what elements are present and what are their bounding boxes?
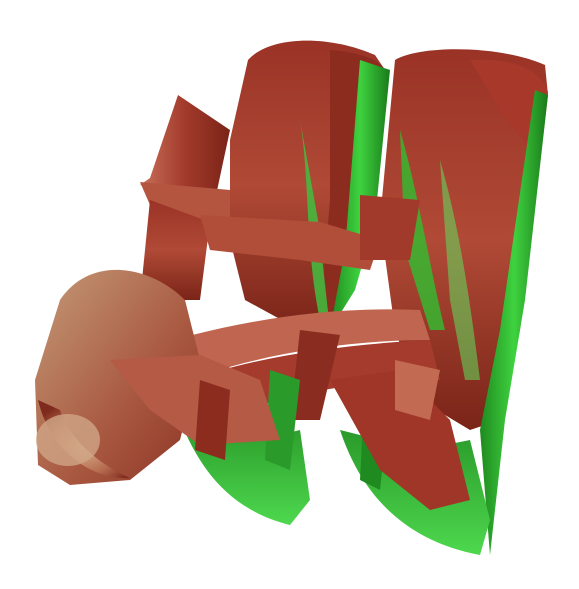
front-lower-tube: [110, 355, 280, 460]
left-bulb: [35, 269, 200, 485]
column-center-left: [230, 40, 390, 330]
middle-tube: [200, 195, 420, 270]
right-front-base: [330, 360, 470, 510]
